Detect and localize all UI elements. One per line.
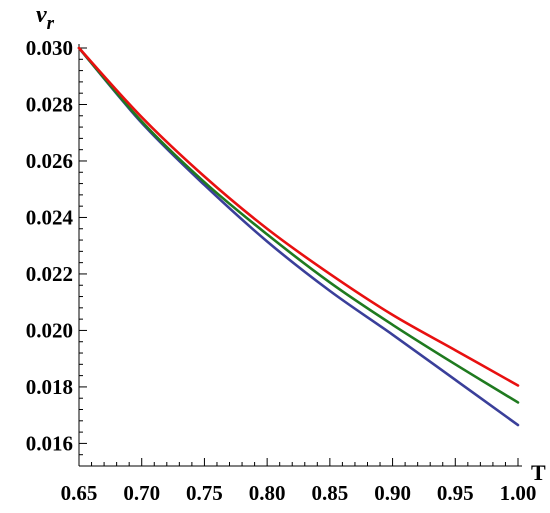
y-tick-label: 0.030 — [26, 36, 73, 60]
y-tick-label: 0.024 — [26, 205, 74, 229]
x-axis-title: T — [531, 460, 546, 485]
series-group — [77, 46, 520, 427]
y-tick-label: 0.022 — [26, 262, 73, 286]
axes — [78, 44, 522, 467]
x-tick-label: 0.85 — [311, 481, 348, 505]
x-tick-label: 0.70 — [123, 481, 160, 505]
y-tick-label: 0.028 — [26, 92, 73, 116]
x-tick-label: 0.95 — [437, 481, 474, 505]
x-tick-label: 0.90 — [374, 481, 411, 505]
y-tick-label: 0.016 — [26, 431, 73, 455]
x-ticks: 0.65 0.70 0.75 0.80 0.85 0.90 0.95 1.00 — [61, 458, 537, 505]
x-tick-label: 0.65 — [61, 481, 98, 505]
y-axis-title-subscript: r — [47, 13, 55, 34]
series-line-2 — [77, 46, 520, 404]
y-axis-title: vr — [36, 2, 55, 34]
x-tick-label: 1.00 — [500, 481, 537, 505]
x-tick-label: 0.75 — [186, 481, 223, 505]
series-line-1 — [77, 46, 520, 427]
y-axis-title-base: v — [36, 2, 47, 28]
y-tick-label: 0.026 — [26, 149, 73, 173]
series-line-3 — [77, 46, 520, 387]
y-ticks: 0.016 0.018 0.020 0.022 0.024 0.026 0.028 0.030 — [26, 36, 87, 467]
x-tick-label: 0.80 — [249, 481, 286, 505]
y-tick-label: 0.018 — [26, 375, 73, 399]
y-tick-label: 0.020 — [26, 318, 73, 342]
